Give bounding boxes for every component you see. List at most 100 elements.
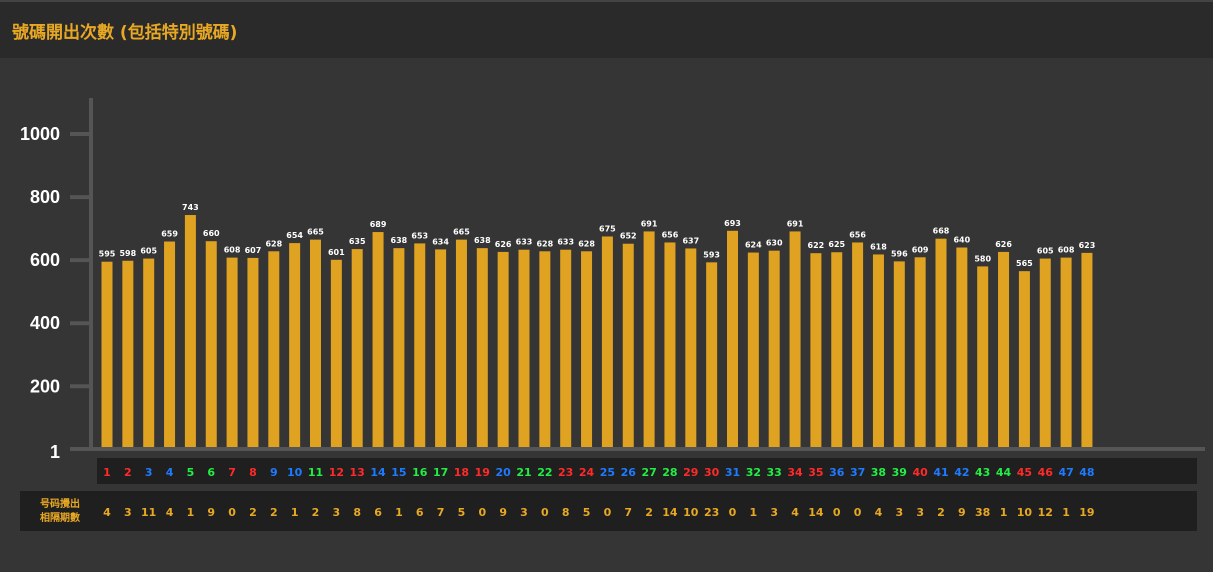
category-label: 27: [641, 466, 656, 479]
bar: [685, 248, 697, 447]
category-label: 26: [621, 466, 637, 479]
interval-value: 5: [583, 506, 591, 519]
bar-value-label: 605: [140, 247, 157, 256]
category-label: 6: [207, 466, 215, 479]
y-tick-label: 1: [50, 442, 60, 462]
bar-value-label: 630: [766, 239, 783, 248]
interval-value: 7: [624, 506, 632, 519]
category-label: 31: [725, 466, 740, 479]
interval-value: 3: [520, 506, 528, 519]
interval-value: 2: [645, 506, 653, 519]
bar-value-label: 638: [474, 236, 491, 245]
bar: [455, 239, 467, 447]
interval-value: 9: [207, 506, 215, 519]
interval-row-bg: [20, 491, 1197, 531]
interval-value: 3: [895, 506, 903, 519]
category-label: 20: [495, 466, 511, 479]
interval-value: 4: [875, 506, 883, 519]
interval-value: 10: [683, 506, 699, 519]
bar: [935, 238, 947, 447]
category-label: 18: [454, 466, 469, 479]
bar-value-label: 693: [724, 219, 741, 228]
bar-value-label: 593: [703, 250, 720, 259]
interval-value: 12: [1038, 506, 1053, 519]
interval-value: 1: [750, 506, 758, 519]
bar: [977, 266, 989, 447]
interval-value: 3: [124, 506, 132, 519]
category-label: 3: [145, 466, 153, 479]
category-label: 38: [871, 466, 886, 479]
interval-value: 3: [916, 506, 924, 519]
category-label: 33: [767, 466, 782, 479]
category-label: 1: [103, 466, 111, 479]
bar: [476, 248, 488, 447]
bar-value-label: 601: [328, 248, 345, 257]
category-row-bg: [97, 458, 1197, 484]
interval-row-title: 号码攪出: [40, 497, 80, 510]
category-label: 44: [996, 466, 1012, 479]
bar: [330, 259, 342, 447]
bars-layer: [101, 215, 1093, 447]
bar-value-label: 618: [870, 242, 887, 251]
category-label: 41: [933, 466, 948, 479]
bar: [622, 243, 634, 447]
category-label: 16: [412, 466, 428, 479]
interval-value: 0: [541, 506, 549, 519]
bar: [872, 254, 884, 447]
y-tick-label: 800: [30, 187, 60, 207]
category-label: 10: [287, 466, 303, 479]
interval-value: 4: [103, 506, 111, 519]
bar-value-label: 628: [536, 239, 553, 248]
interval-value: 1: [291, 506, 299, 519]
bar-value-label: 626: [495, 240, 512, 249]
interval-row-title: 相隔期數: [40, 511, 80, 524]
bar-value-label: 626: [995, 240, 1012, 249]
bar: [727, 230, 738, 447]
y-tick-label: 600: [30, 250, 60, 270]
interval-value: 0: [478, 506, 486, 519]
bar: [226, 257, 238, 447]
interval-value: 38: [975, 506, 990, 519]
category-label: 37: [850, 466, 865, 479]
category-label: 40: [912, 466, 928, 479]
interval-value: 6: [416, 506, 424, 519]
bar-value-label: 633: [557, 238, 574, 247]
bar: [1018, 271, 1030, 447]
category-label: 17: [433, 466, 448, 479]
bar: [518, 249, 530, 447]
bar-value-label: 689: [370, 220, 387, 229]
bar: [351, 249, 363, 447]
bar: [831, 252, 843, 447]
category-label: 28: [662, 466, 677, 479]
category-label: 30: [704, 466, 720, 479]
bar: [810, 253, 822, 447]
bar: [768, 250, 780, 447]
category-label: 14: [370, 466, 386, 479]
bar-value-label: 660: [203, 229, 220, 238]
bar: [560, 249, 572, 447]
bar: [393, 248, 405, 447]
bar-value-label: 628: [265, 239, 282, 248]
bar-value-label: 691: [641, 219, 658, 228]
bar-value-label: 653: [411, 231, 428, 240]
interval-value: 11: [141, 506, 156, 519]
category-label: 19: [475, 466, 490, 479]
interval-value: 7: [437, 506, 445, 519]
interval-value: 2: [249, 506, 257, 519]
bar-value-label: 605: [1037, 247, 1054, 256]
bar-value-label: 580: [974, 254, 991, 263]
interval-value: 8: [562, 506, 570, 519]
category-label: 2: [124, 466, 132, 479]
category-label: 46: [1038, 466, 1054, 479]
interval-value: 6: [374, 506, 382, 519]
category-label: 43: [975, 466, 990, 479]
chart-title: 號碼開出次數 (包括特別號碼): [12, 23, 238, 43]
interval-value: 0: [854, 506, 862, 519]
bar-value-label: 637: [682, 236, 699, 245]
interval-value: 3: [770, 506, 778, 519]
bar: [747, 252, 759, 447]
bar: [893, 261, 905, 447]
bar: [956, 247, 968, 447]
